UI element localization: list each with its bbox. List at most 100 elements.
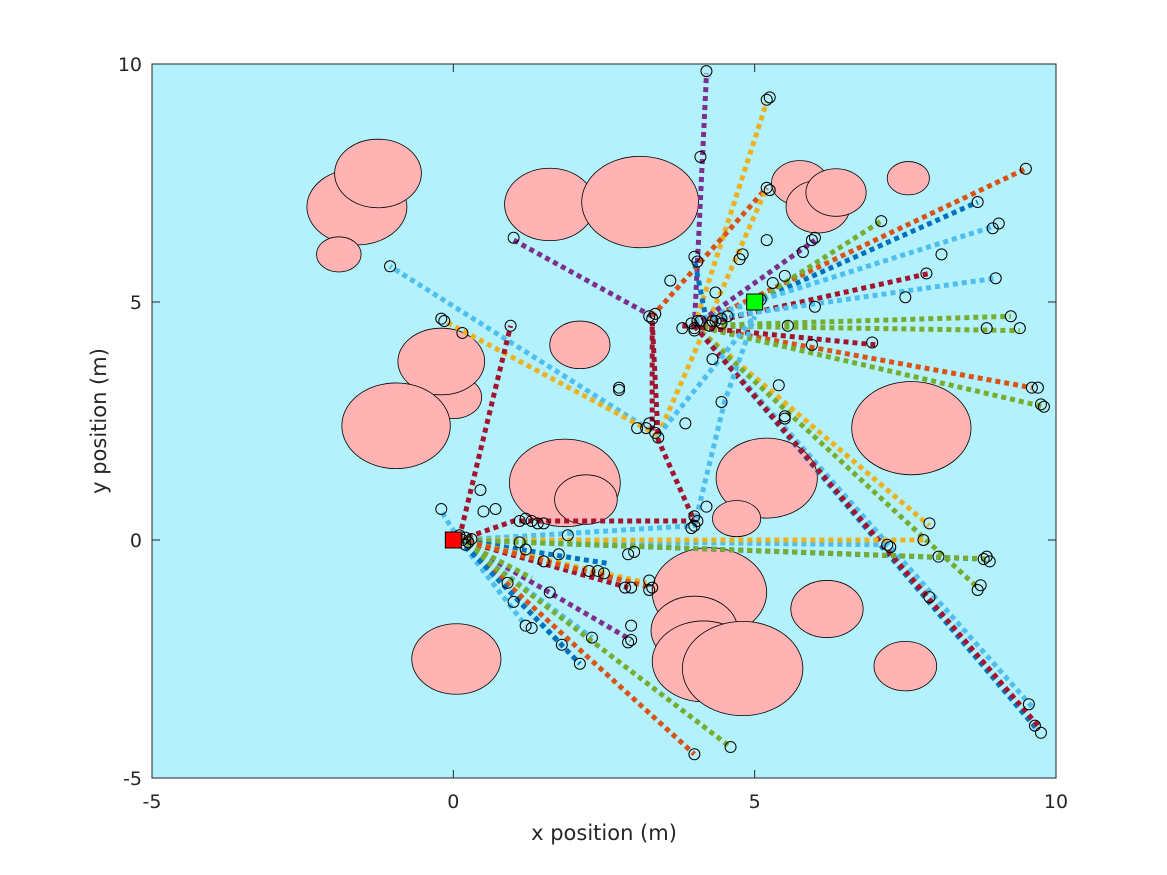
waypoint-point bbox=[688, 748, 701, 761]
waypoint-point bbox=[700, 500, 713, 513]
waypoint-point bbox=[552, 548, 565, 561]
y-tick-label: 0 bbox=[130, 530, 142, 552]
obstacle bbox=[886, 161, 930, 196]
waypoint-point bbox=[866, 336, 879, 349]
obstacle bbox=[581, 155, 700, 249]
obstacle bbox=[681, 620, 804, 717]
waypoint-point bbox=[537, 555, 550, 568]
waypoint-point bbox=[513, 514, 526, 527]
obstacle bbox=[334, 138, 422, 209]
waypoint-point bbox=[796, 246, 809, 259]
waypoint-point bbox=[700, 65, 713, 78]
waypoint-point bbox=[1031, 381, 1044, 394]
waypoint-point bbox=[688, 510, 701, 523]
path-line bbox=[457, 538, 733, 750]
obstacle bbox=[851, 381, 972, 476]
waypoint-point bbox=[649, 307, 662, 320]
waypoint-point bbox=[808, 300, 821, 313]
waypoint-point bbox=[465, 533, 478, 546]
waypoint-point bbox=[781, 319, 794, 332]
waypoint-point bbox=[543, 586, 556, 599]
path-line bbox=[691, 73, 709, 326]
waypoint-point bbox=[923, 517, 936, 530]
waypoint-point bbox=[625, 581, 638, 594]
waypoint-point bbox=[709, 286, 722, 299]
y-tick-label: 10 bbox=[118, 54, 142, 76]
waypoint-point bbox=[805, 234, 818, 247]
waypoint-point bbox=[992, 217, 1005, 230]
y-tick-label: -5 bbox=[123, 768, 142, 790]
path-line bbox=[693, 166, 1027, 329]
waypoint-point bbox=[435, 312, 448, 325]
path-line bbox=[753, 199, 979, 305]
path-line bbox=[692, 101, 770, 327]
waypoint-point bbox=[640, 422, 653, 435]
path-line bbox=[458, 320, 699, 543]
waypoint-point bbox=[435, 503, 448, 516]
waypoint-point bbox=[489, 503, 502, 516]
waypoint-point bbox=[1037, 400, 1050, 413]
waypoint-point bbox=[477, 505, 490, 518]
waypoint-point bbox=[923, 591, 936, 604]
path-line bbox=[457, 538, 697, 757]
waypoint-point bbox=[646, 581, 659, 594]
waypoint-point bbox=[805, 338, 818, 351]
waypoint-point bbox=[935, 248, 948, 261]
waypoint-point bbox=[736, 248, 749, 261]
y-tick-label: 5 bbox=[130, 292, 142, 314]
x-axis: -5 0 5 10 bbox=[143, 64, 1068, 813]
waypoint-point bbox=[971, 196, 984, 209]
obstacle bbox=[316, 236, 362, 273]
obstacle bbox=[873, 640, 938, 692]
waypoint-point bbox=[573, 657, 586, 670]
waypoint-point bbox=[691, 255, 704, 268]
waypoint-point bbox=[519, 619, 532, 632]
waypoint-point bbox=[585, 631, 598, 644]
waypoint-point bbox=[582, 564, 595, 577]
waypoint-point bbox=[384, 260, 397, 273]
waypoint-point bbox=[884, 541, 897, 554]
waypoint-layer bbox=[384, 65, 1050, 761]
obstacle bbox=[411, 623, 502, 695]
waypoint-point bbox=[986, 222, 999, 235]
waypoint-point bbox=[977, 553, 990, 566]
waypoint-point bbox=[676, 322, 689, 335]
waypoint-point bbox=[1028, 719, 1041, 732]
path-line bbox=[656, 314, 757, 437]
waypoint-point bbox=[971, 583, 984, 596]
obstacle bbox=[712, 500, 762, 538]
waypoint-point bbox=[555, 638, 568, 651]
goal-marker bbox=[746, 293, 764, 311]
x-tick-label: -5 bbox=[143, 791, 162, 813]
waypoint-point bbox=[980, 322, 993, 335]
waypoint-point bbox=[808, 231, 821, 244]
waypoint-point bbox=[694, 150, 707, 163]
obstacle bbox=[549, 320, 611, 370]
waypoint-point bbox=[679, 417, 692, 430]
waypoint-point bbox=[778, 412, 791, 425]
waypoint-point bbox=[778, 269, 791, 282]
path-line bbox=[458, 537, 653, 591]
waypoint-point bbox=[760, 93, 773, 106]
waypoint-point bbox=[664, 274, 677, 287]
waypoint-point bbox=[685, 522, 698, 535]
waypoint-point bbox=[537, 517, 550, 530]
path-line bbox=[694, 275, 997, 324]
waypoint-point bbox=[706, 353, 719, 366]
path-line bbox=[693, 323, 1045, 410]
waypoint-point bbox=[643, 583, 656, 596]
waypoint-point bbox=[715, 312, 728, 325]
waypoint-point bbox=[763, 184, 776, 197]
path-line bbox=[694, 313, 1011, 329]
path-line bbox=[692, 323, 980, 590]
waypoint-point bbox=[1013, 322, 1026, 335]
waypoint-point bbox=[456, 326, 469, 339]
path-layer bbox=[388, 73, 1045, 757]
waypoint-point bbox=[474, 484, 487, 497]
waypoint-point bbox=[1034, 726, 1047, 739]
path-line bbox=[650, 186, 769, 318]
start-marker bbox=[444, 531, 462, 549]
waypoint-point bbox=[1004, 310, 1017, 323]
waypoint-point bbox=[1019, 162, 1032, 175]
